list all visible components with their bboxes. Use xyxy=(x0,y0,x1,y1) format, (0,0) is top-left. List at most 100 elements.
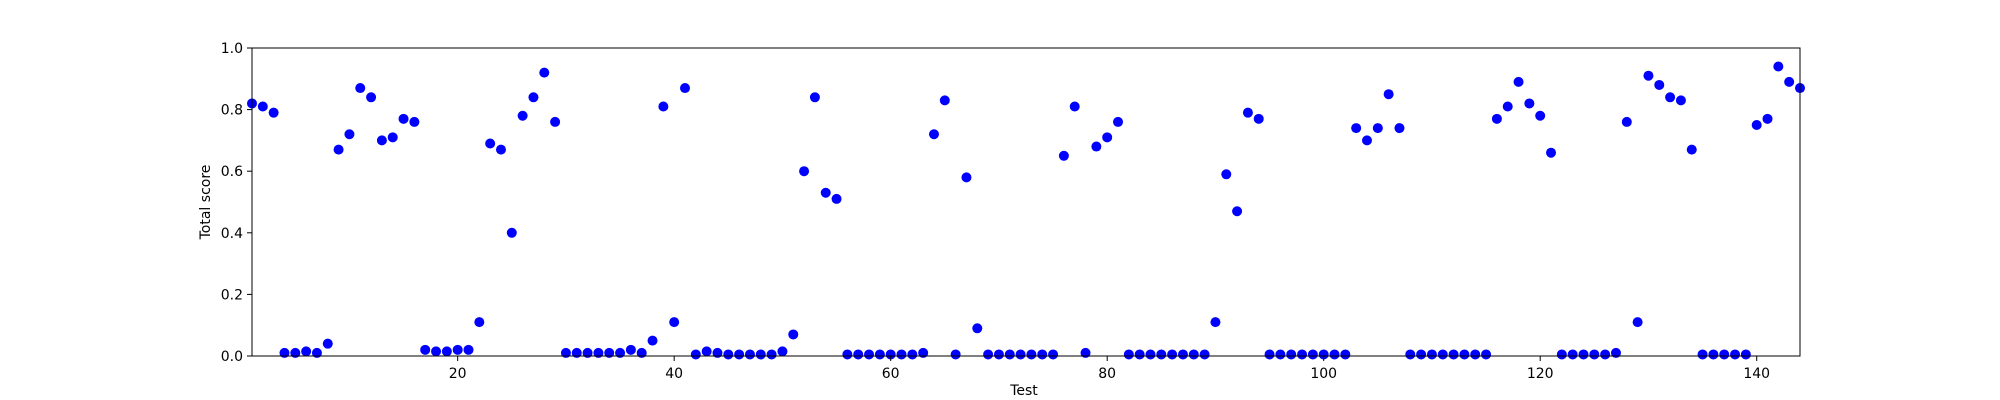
data-point xyxy=(1665,92,1676,103)
data-point xyxy=(1275,349,1286,360)
data-point xyxy=(279,347,290,358)
data-point xyxy=(387,132,398,143)
data-point xyxy=(1470,349,1481,360)
x-tick-label: 140 xyxy=(1743,366,1770,382)
data-point xyxy=(1675,95,1686,106)
data-point xyxy=(1610,347,1621,358)
data-point xyxy=(1134,349,1145,360)
data-point xyxy=(1123,349,1134,360)
y-tick-label: 1.0 xyxy=(221,41,243,57)
data-point xyxy=(1491,113,1502,124)
data-point xyxy=(1708,349,1719,360)
data-point xyxy=(1751,120,1762,130)
y-tick-label: 0.4 xyxy=(221,226,243,242)
data-point xyxy=(366,92,377,103)
data-point xyxy=(409,116,420,127)
data-point xyxy=(701,346,712,357)
data-point xyxy=(1730,349,1741,360)
data-point xyxy=(820,187,831,198)
data-point xyxy=(1405,349,1416,360)
x-tick-label: 120 xyxy=(1527,366,1554,382)
data-point xyxy=(1080,347,1091,358)
data-point xyxy=(1264,349,1275,360)
data-point xyxy=(355,83,366,94)
data-point xyxy=(766,349,777,360)
data-point xyxy=(972,323,983,334)
data-point xyxy=(463,344,474,355)
data-point xyxy=(1654,79,1665,90)
data-point xyxy=(1188,349,1199,360)
data-point xyxy=(1351,123,1362,134)
data-point xyxy=(625,344,636,355)
data-point xyxy=(1340,349,1351,360)
data-point xyxy=(344,129,355,140)
data-point xyxy=(539,67,550,78)
data-point xyxy=(842,349,853,360)
data-point xyxy=(1048,349,1059,360)
data-point xyxy=(1329,349,1340,360)
data-point xyxy=(1361,135,1372,146)
data-point xyxy=(680,83,691,94)
data-point xyxy=(1459,349,1470,360)
data-point xyxy=(1004,349,1015,360)
data-point xyxy=(1621,116,1632,127)
data-point xyxy=(506,227,517,238)
data-point xyxy=(398,113,409,124)
data-point xyxy=(983,349,994,360)
data-point xyxy=(1113,116,1124,127)
data-point xyxy=(993,349,1004,360)
data-point xyxy=(1145,349,1156,360)
data-point xyxy=(571,347,582,358)
data-point xyxy=(928,129,939,140)
data-point xyxy=(1686,144,1697,155)
data-point xyxy=(474,317,485,328)
data-point xyxy=(517,110,528,121)
data-point xyxy=(1232,206,1243,217)
data-point xyxy=(918,347,929,358)
data-point xyxy=(1632,317,1643,328)
data-point xyxy=(1524,98,1535,109)
data-point xyxy=(755,349,766,360)
data-point xyxy=(485,138,496,149)
data-point xyxy=(1481,349,1492,360)
data-point xyxy=(1253,113,1264,124)
data-point xyxy=(1437,349,1448,360)
data-point xyxy=(1784,76,1795,87)
y-tick-label: 0.6 xyxy=(221,164,243,180)
data-point xyxy=(1426,349,1437,360)
x-axis-title: Test xyxy=(1009,383,1038,399)
y-axis-title: Total score xyxy=(198,165,214,241)
data-point xyxy=(1026,349,1037,360)
x-tick-label: 60 xyxy=(882,366,900,382)
x-tick-label: 40 xyxy=(665,366,683,382)
x-tick-label: 80 xyxy=(1098,366,1116,382)
data-point xyxy=(1372,123,1383,134)
data-point xyxy=(636,347,647,358)
data-point xyxy=(290,347,301,358)
data-point xyxy=(1719,349,1730,360)
data-point xyxy=(864,349,875,360)
data-point xyxy=(1578,349,1589,360)
data-point xyxy=(809,92,820,103)
data-point xyxy=(420,344,431,355)
data-point xyxy=(1058,150,1069,161)
data-point xyxy=(961,172,972,183)
data-point xyxy=(853,349,864,360)
data-point xyxy=(1546,147,1557,158)
data-point xyxy=(712,347,723,358)
y-tick-label: 0.0 xyxy=(221,349,243,365)
data-point xyxy=(1394,123,1405,134)
data-point xyxy=(1589,349,1600,360)
data-point xyxy=(582,347,593,358)
data-point xyxy=(1091,141,1102,152)
data-point xyxy=(560,347,571,358)
data-point xyxy=(874,349,885,360)
data-point xyxy=(1307,349,1318,360)
data-point xyxy=(1210,317,1221,328)
data-point xyxy=(1242,107,1253,118)
data-point xyxy=(1773,61,1784,72)
data-point xyxy=(744,349,755,360)
data-point xyxy=(1535,110,1546,121)
data-point xyxy=(1740,349,1751,360)
data-point xyxy=(268,107,279,118)
